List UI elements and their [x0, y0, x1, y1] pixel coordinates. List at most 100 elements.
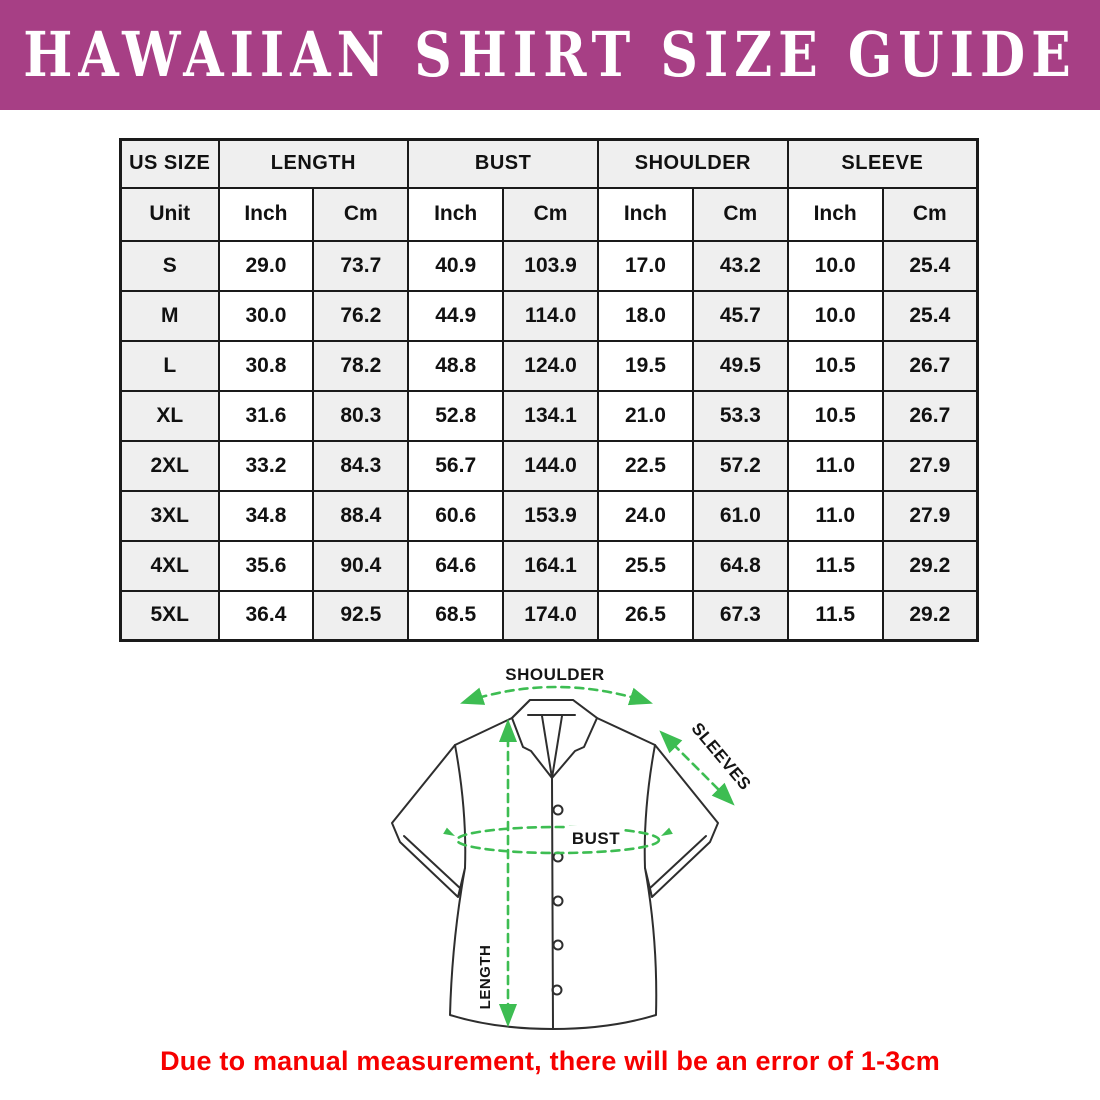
column-header-sleeve: SLEEVE — [786, 138, 979, 189]
size-chart-table: US SIZE LENGTH BUST SHOULDER SLEEVE Unit… — [119, 138, 979, 642]
table-unit-row: Unit Inch Cm Inch Cm Inch Cm Inch Cm — [119, 186, 979, 242]
measurement-disclaimer: Due to manual measurement, there will be… — [160, 1046, 940, 1076]
value-cell: 80.3 — [312, 389, 410, 442]
shirt-measurement-diagram: SHOULDER SLEEVES BUST LENGTH — [360, 650, 770, 1050]
value-cell: 44.9 — [407, 289, 505, 342]
value-cell: 11.5 — [786, 589, 884, 642]
table-row: 5XL 36.4 92.5 68.5 174.0 26.5 67.3 11.5 29.2 — [119, 589, 979, 642]
table-row: XL 31.6 80.3 52.8 134.1 21.0 53.3 10.5 26.7 — [119, 389, 979, 442]
value-cell: 53.3 — [691, 389, 789, 442]
value-cell: 31.6 — [217, 389, 315, 442]
value-cell: 68.5 — [407, 589, 505, 642]
table-row: S 29.0 73.7 40.9 103.9 17.0 43.2 10.0 25.4 — [119, 239, 979, 292]
header-banner: HAWAIIAN SHIRT SIZE GUIDE — [0, 0, 1100, 110]
value-cell: 24.0 — [597, 489, 694, 542]
unit-cell: Cm — [312, 186, 410, 242]
value-cell: 30.0 — [217, 289, 315, 342]
column-header-length: LENGTH — [217, 138, 410, 189]
size-table-body: S 29.0 73.7 40.9 103.9 17.0 43.2 10.0 25.4 M 30.0 7… — [119, 239, 979, 642]
value-cell: 26.7 — [881, 339, 979, 392]
size-cell: M — [119, 289, 220, 342]
unit-cell: Inch — [786, 186, 884, 242]
value-cell: 114.0 — [502, 289, 599, 342]
value-cell: 36.4 — [217, 589, 315, 642]
value-cell: 90.4 — [312, 539, 410, 592]
unit-cell: Cm — [691, 186, 789, 242]
value-cell: 21.0 — [597, 389, 694, 442]
value-cell: 18.0 — [597, 289, 694, 342]
value-cell: 27.9 — [881, 439, 979, 492]
value-cell: 40.9 — [407, 239, 505, 292]
value-cell: 26.7 — [881, 389, 979, 442]
sleeves-arrow — [659, 730, 735, 806]
unit-cell: Inch — [217, 186, 315, 242]
value-cell: 64.6 — [407, 539, 505, 592]
unit-cell: Inch — [597, 186, 694, 242]
table-row: L 30.8 78.2 48.8 124.0 19.5 49.5 10.5 26.7 — [119, 339, 979, 392]
column-header-us-size: US SIZE — [119, 138, 220, 189]
table-group-header-row: US SIZE LENGTH BUST SHOULDER SLEEVE — [119, 138, 979, 189]
size-cell: L — [119, 339, 220, 392]
value-cell: 11.5 — [786, 539, 884, 592]
value-cell: 19.5 — [597, 339, 694, 392]
shoulder-label: SHOULDER — [505, 665, 604, 684]
value-cell: 52.8 — [407, 389, 505, 442]
value-cell: 48.8 — [407, 339, 505, 392]
value-cell: 10.0 — [786, 289, 884, 342]
value-cell: 92.5 — [312, 589, 410, 642]
value-cell: 25.4 — [881, 239, 979, 292]
bust-label: BUST — [572, 829, 620, 848]
value-cell: 11.0 — [786, 439, 884, 492]
value-cell: 10.5 — [786, 339, 884, 392]
value-cell: 56.7 — [407, 439, 505, 492]
value-cell: 30.8 — [217, 339, 315, 392]
unit-cell: Inch — [407, 186, 505, 242]
measurement-arrows — [443, 685, 735, 1028]
value-cell: 124.0 — [502, 339, 599, 392]
value-cell: 17.0 — [597, 239, 694, 292]
table-row: 3XL 34.8 88.4 60.6 153.9 24.0 61.0 11.0 27.9 — [119, 489, 979, 542]
value-cell: 153.9 — [502, 489, 599, 542]
value-cell: 11.0 — [786, 489, 884, 542]
value-cell: 33.2 — [217, 439, 315, 492]
value-cell: 73.7 — [312, 239, 410, 292]
table-row: 4XL 35.6 90.4 64.6 164.1 25.5 64.8 11.5 29.2 — [119, 539, 979, 592]
column-header-bust: BUST — [407, 138, 599, 189]
size-cell: 5XL — [119, 589, 220, 642]
value-cell: 22.5 — [597, 439, 694, 492]
length-label: LENGTH — [477, 945, 494, 1010]
sleeves-label: SLEEVES — [688, 719, 755, 794]
value-cell: 35.6 — [217, 539, 315, 592]
table-row: M 30.0 76.2 44.9 114.0 18.0 45.7 10.0 25.4 — [119, 289, 979, 342]
value-cell: 29.2 — [881, 539, 979, 592]
bust-arrow — [455, 825, 661, 855]
shirt-diagram-svg: SHOULDER SLEEVES BUST LENGTH — [391, 665, 755, 1030]
size-cell: S — [119, 239, 220, 292]
value-cell: 164.1 — [502, 539, 599, 592]
value-cell: 57.2 — [691, 439, 789, 492]
value-cell: 29.2 — [881, 589, 979, 642]
unit-cell: Cm — [502, 186, 599, 242]
value-cell: 60.6 — [407, 489, 505, 542]
value-cell: 64.8 — [691, 539, 789, 592]
value-cell: 49.5 — [691, 339, 789, 392]
value-cell: 174.0 — [502, 589, 599, 642]
table-row: 2XL 33.2 84.3 56.7 144.0 22.5 57.2 11.0 27.9 — [119, 439, 979, 492]
value-cell: 78.2 — [312, 339, 410, 392]
unit-cell: Unit — [119, 186, 220, 242]
value-cell: 45.7 — [691, 289, 789, 342]
bust-label-backdrop — [568, 826, 624, 849]
value-cell: 26.5 — [597, 589, 694, 642]
value-cell: 27.9 — [881, 489, 979, 542]
value-cell: 10.0 — [786, 239, 884, 292]
value-cell: 43.2 — [691, 239, 789, 292]
value-cell: 10.5 — [786, 389, 884, 442]
size-cell: 4XL — [119, 539, 220, 592]
value-cell: 25.5 — [597, 539, 694, 592]
value-cell: 144.0 — [502, 439, 599, 492]
page-title: HAWAIIAN SHIRT SIZE GUIDE — [23, 19, 1077, 91]
value-cell: 103.9 — [502, 239, 599, 292]
value-cell: 25.4 — [881, 289, 979, 342]
value-cell: 61.0 — [691, 489, 789, 542]
